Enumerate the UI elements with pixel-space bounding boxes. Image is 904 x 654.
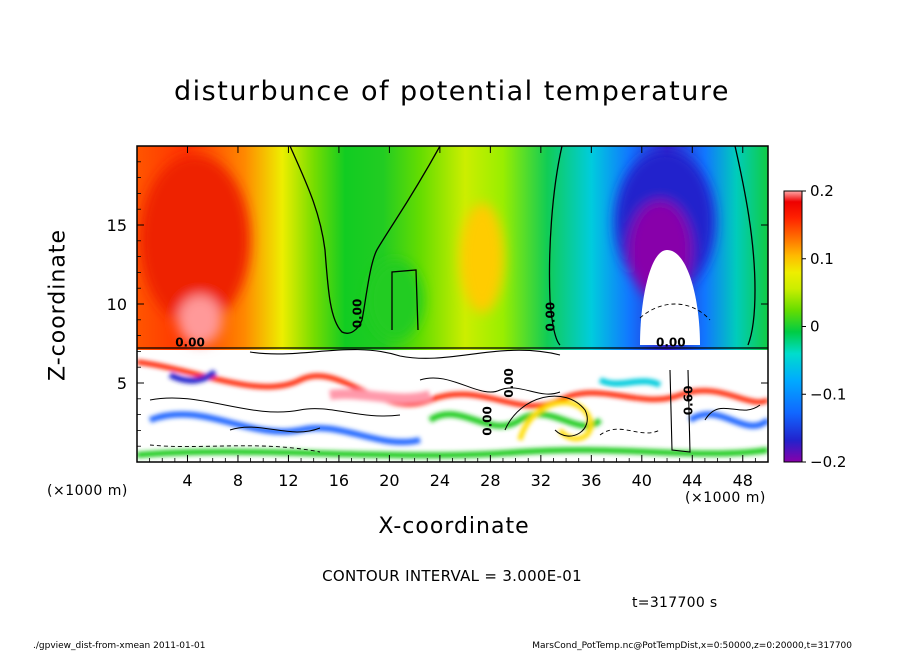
contour-label: 0.00 [175, 336, 205, 350]
footer-right: MarsCond_PotTemp.nc@PotTempDist,x=0:5000… [532, 641, 852, 651]
x-tick-label: 4 [182, 471, 192, 490]
x-tick-label: 44 [682, 471, 702, 490]
y-tick-label: 5 [117, 374, 127, 393]
contour-label: 0.00 [481, 406, 495, 436]
x-axis-unit: (×1000 m) [47, 483, 128, 499]
x-tick-label: 16 [329, 471, 349, 490]
x-tick-label: 20 [379, 471, 399, 490]
colorbar-tick-label: −0.2 [810, 453, 846, 471]
colorbar-tick-label: 0.1 [810, 250, 834, 268]
colorbar-tick-label: 0 [810, 318, 820, 336]
x-tick-label: 24 [430, 471, 450, 490]
x-tick-label: 40 [632, 471, 652, 490]
x-axis-unit-right: (×1000 m) [685, 490, 766, 506]
contour-label: 0.00 [656, 336, 686, 350]
x-tick-label: 8 [233, 471, 243, 490]
colorbar-ticks: 0.2 0.1 0 −0.1 −0.2 [802, 182, 846, 471]
chart-title: disturbunce of potential temperature [174, 76, 730, 107]
contour-label: 0.00 [351, 299, 365, 329]
x-tick-label: 48 [733, 471, 753, 490]
x-axis-label: X-coordinate [378, 514, 530, 539]
y-tick-label: 15 [107, 216, 127, 235]
colorbar [783, 190, 803, 463]
contour-interval: CONTOUR INTERVAL = 3.000E-01 [322, 567, 582, 585]
time-stamp: t=317700 s [632, 595, 718, 611]
heatmap-field [137, 146, 768, 462]
x-tick-label: 28 [480, 471, 500, 490]
x-tick-label: 12 [278, 471, 298, 490]
y-tick-label: 10 [107, 295, 127, 314]
x-tick-label: 32 [531, 471, 551, 490]
contour-labels: 0.00 0.00 0.00 0.00 0.00 0.00 0.60 [175, 299, 695, 436]
x-tick-label: 36 [581, 471, 601, 490]
contour-label: 0.60 [681, 386, 695, 416]
contour-label: 0.00 [502, 368, 516, 398]
contour-lines [137, 146, 768, 453]
colorbar-tick-label: −0.1 [810, 385, 846, 403]
contour-label: 0.00 [544, 302, 558, 332]
colorbar-tick-label: 0.2 [810, 182, 834, 200]
footer-left: ./gpview_dist-from-xmean 2011-01-01 [33, 641, 206, 651]
y-axis-label: Z-coordinate [45, 229, 71, 381]
